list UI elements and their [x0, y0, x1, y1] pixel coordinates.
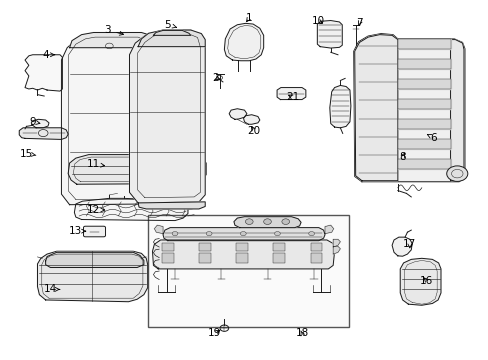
Circle shape [274, 231, 280, 236]
Polygon shape [397, 119, 449, 130]
Text: 16: 16 [419, 275, 432, 285]
Bar [162, 243, 173, 251]
Text: 17: 17 [403, 239, 416, 248]
Polygon shape [243, 115, 259, 124]
Polygon shape [138, 202, 205, 209]
Bar [273, 243, 285, 251]
Polygon shape [25, 55, 62, 91]
FancyBboxPatch shape [83, 226, 105, 237]
Circle shape [308, 231, 314, 236]
Polygon shape [332, 246, 340, 254]
Text: 9: 9 [29, 117, 40, 127]
Polygon shape [224, 23, 263, 61]
Polygon shape [332, 239, 340, 247]
Text: 4: 4 [42, 50, 55, 60]
Polygon shape [229, 109, 246, 119]
Polygon shape [61, 32, 152, 205]
Text: 8: 8 [399, 152, 405, 162]
Polygon shape [325, 225, 333, 234]
Circle shape [281, 219, 289, 224]
Text: 10: 10 [311, 16, 325, 26]
Bar [236, 253, 247, 263]
Polygon shape [129, 30, 205, 203]
Text: 2: 2 [212, 73, 219, 83]
Polygon shape [397, 99, 449, 109]
Bar [199, 243, 210, 251]
Text: 19: 19 [208, 328, 221, 338]
Text: 20: 20 [247, 126, 260, 136]
Bar [236, 243, 247, 251]
Text: 21: 21 [285, 92, 299, 102]
Text: 3: 3 [104, 25, 123, 35]
Polygon shape [397, 59, 449, 69]
Circle shape [240, 231, 245, 236]
Polygon shape [391, 237, 411, 256]
Text: 13: 13 [69, 226, 85, 236]
Text: 1: 1 [245, 13, 252, 23]
Polygon shape [74, 198, 187, 221]
Polygon shape [19, 128, 68, 139]
Polygon shape [31, 119, 49, 128]
Bar [273, 253, 285, 263]
Text: 11: 11 [87, 159, 104, 169]
Text: 14: 14 [44, 284, 60, 294]
Polygon shape [38, 251, 147, 302]
Polygon shape [354, 35, 397, 181]
Circle shape [206, 231, 212, 236]
Polygon shape [138, 30, 205, 47]
Text: 12: 12 [87, 205, 104, 215]
Bar [199, 253, 210, 263]
Polygon shape [397, 139, 449, 149]
Polygon shape [152, 240, 334, 269]
Polygon shape [163, 228, 325, 241]
Polygon shape [397, 79, 449, 89]
Text: 18: 18 [295, 328, 308, 338]
Polygon shape [153, 30, 190, 35]
Circle shape [263, 219, 271, 224]
Text: 7: 7 [355, 18, 362, 28]
Circle shape [446, 166, 467, 181]
Polygon shape [233, 217, 301, 228]
Polygon shape [449, 40, 463, 181]
Circle shape [245, 219, 253, 224]
Text: 5: 5 [164, 20, 176, 30]
Bar [310, 243, 322, 251]
Bar [162, 253, 173, 263]
Polygon shape [317, 21, 342, 48]
Polygon shape [399, 258, 440, 305]
Bar [310, 253, 322, 263]
Polygon shape [69, 32, 152, 48]
Circle shape [172, 231, 178, 236]
Polygon shape [353, 33, 464, 182]
Text: 6: 6 [427, 133, 436, 143]
Polygon shape [68, 154, 206, 184]
Text: 15: 15 [20, 149, 36, 158]
Polygon shape [277, 87, 305, 100]
Polygon shape [397, 159, 449, 170]
Polygon shape [45, 252, 143, 267]
Polygon shape [154, 225, 163, 234]
Polygon shape [329, 85, 350, 128]
Bar [147, 215, 348, 328]
Polygon shape [397, 39, 449, 49]
